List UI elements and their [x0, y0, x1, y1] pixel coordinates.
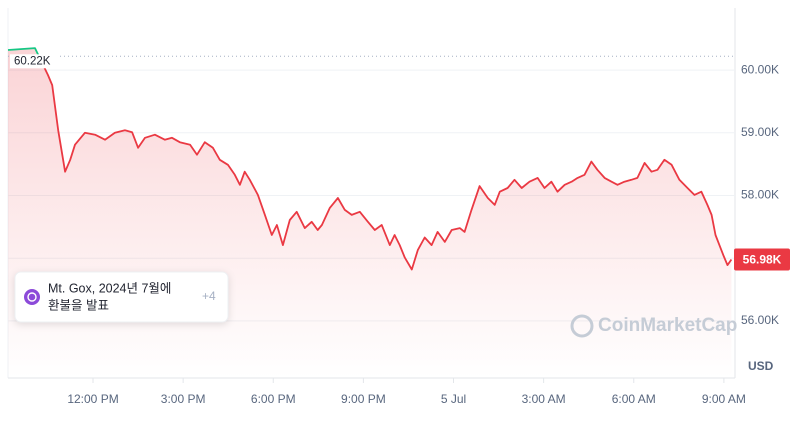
x-tick-label: 6:00 PM — [251, 392, 296, 406]
watermark: CoinMarketCap — [598, 315, 737, 336]
x-tick-label: 5 Jul — [441, 392, 466, 406]
y-tick-label: 59.00K — [741, 125, 779, 139]
x-tick-label: 3:00 PM — [161, 392, 206, 406]
last-price-badge — [734, 248, 790, 271]
event-popup[interactable]: Mt. Gox, 2024년 7월에 환불을 발표 +4 — [14, 271, 229, 323]
event-icon — [24, 289, 40, 305]
y-tick-label: 60.00K — [741, 62, 779, 76]
unit-label: USD — [748, 359, 774, 373]
last-price-label: 56.98K — [743, 253, 782, 267]
event-box — [14, 271, 229, 323]
y-tick-label: 56.00K — [741, 313, 779, 327]
event-more: +4 — [202, 289, 216, 303]
price-line — [7, 47, 733, 271]
watermark-logo — [570, 314, 594, 338]
event-text: 환불을 발표 — [48, 298, 109, 312]
x-tick-label: 3:00 AM — [522, 392, 566, 406]
reference-label-bg — [10, 54, 58, 69]
event-text: Mt. Gox, 2024년 7월에 — [48, 281, 171, 295]
reference-label: 60.22K — [14, 55, 51, 67]
x-tick-label: 9:00 PM — [341, 392, 386, 406]
x-tick-label: 9:00 AM — [702, 392, 746, 406]
x-tick-label: 6:00 AM — [612, 392, 656, 406]
y-tick-label: 58.00K — [741, 188, 779, 202]
event-icon-clock — [27, 292, 37, 302]
x-tick-label: 12:00 PM — [67, 392, 118, 406]
